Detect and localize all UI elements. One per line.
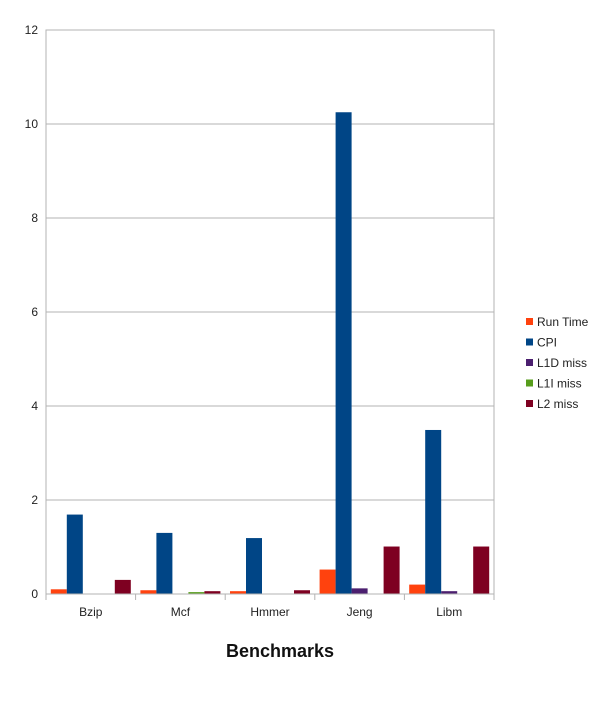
axes bbox=[45, 29, 495, 600]
bar bbox=[140, 590, 157, 594]
bar bbox=[473, 546, 490, 594]
bar bbox=[156, 532, 173, 594]
x-tick-label: Hmmer bbox=[250, 605, 289, 619]
y-tick-label: 2 bbox=[31, 493, 38, 507]
x-tick-label: Bzip bbox=[79, 605, 103, 619]
legend-entry: L1D miss bbox=[537, 356, 587, 370]
y-tick-label: 6 bbox=[31, 305, 38, 319]
bar bbox=[351, 588, 368, 594]
y-tick-label: 10 bbox=[25, 117, 39, 131]
legend-swatch bbox=[526, 400, 533, 407]
bar bbox=[294, 590, 310, 594]
bar bbox=[188, 592, 205, 594]
bar bbox=[230, 591, 246, 594]
bar bbox=[383, 546, 400, 594]
legend: Run Time CPI L1D miss L1I miss L2 miss bbox=[526, 315, 589, 411]
y-tick-label: 0 bbox=[31, 587, 38, 601]
legend-swatch bbox=[526, 338, 533, 346]
bar bbox=[335, 112, 352, 594]
legend-entry: Run Time bbox=[537, 315, 589, 329]
bar bbox=[114, 579, 131, 594]
bars bbox=[50, 112, 490, 594]
legend-swatch bbox=[526, 318, 533, 325]
y-tick-label: 8 bbox=[31, 211, 38, 225]
legend-entry: CPI bbox=[537, 336, 557, 350]
bar bbox=[409, 584, 426, 594]
bar bbox=[204, 591, 221, 594]
y-tick-label: 12 bbox=[25, 23, 39, 37]
y-tick-labels: 0 2 4 6 8 10 12 bbox=[25, 23, 39, 601]
bar bbox=[319, 569, 336, 594]
x-tick-label: Libm bbox=[436, 605, 462, 619]
x-tick-label: Mcf bbox=[171, 605, 191, 619]
x-tick-label: Jeng bbox=[347, 605, 373, 619]
x-axis-title: Benchmarks bbox=[226, 641, 334, 661]
bar bbox=[425, 429, 442, 594]
bar bbox=[441, 591, 458, 594]
y-tick-label: 4 bbox=[31, 399, 38, 413]
legend-entry: L1I miss bbox=[537, 377, 582, 391]
bar bbox=[246, 538, 262, 594]
legend-entry: L2 miss bbox=[537, 397, 578, 411]
x-tick-labels: Bzip Mcf Hmmer Jeng Libm bbox=[79, 605, 462, 619]
gridlines bbox=[46, 29, 494, 501]
legend-swatch bbox=[526, 359, 533, 366]
bar bbox=[66, 514, 83, 594]
bar bbox=[50, 589, 67, 594]
legend-swatch bbox=[526, 379, 533, 387]
